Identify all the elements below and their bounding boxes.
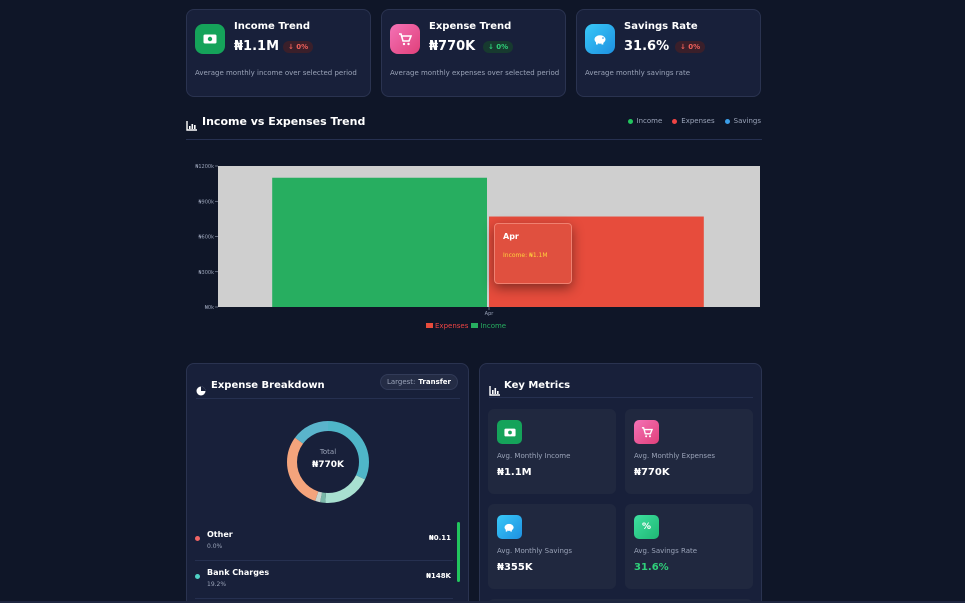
y-tick-label: ₦0k — [205, 305, 214, 311]
legend-label: Savings — [733, 117, 761, 125]
legend-label: Expenses — [435, 322, 469, 330]
chart-tooltip: Apr Income: ₦1.1M — [494, 223, 572, 284]
piggy-bank-icon — [585, 24, 615, 54]
status-badge: ↓ 0% — [283, 41, 314, 53]
status-badge: ↓ 0% — [675, 41, 706, 53]
chart-legend: Expenses Income — [426, 322, 506, 330]
y-tick-label: ₦1200k — [195, 164, 214, 170]
divider — [489, 397, 753, 398]
legend-label: Income — [480, 322, 507, 330]
metric-label: Avg. Monthly Expenses — [634, 452, 716, 460]
stat-title: Expense Trend — [429, 21, 512, 32]
metric-label: Avg. Savings Rate — [634, 547, 698, 555]
metric-value: ₦1.1M — [497, 467, 532, 478]
largest-label: Largest: — [386, 378, 416, 386]
stat-value: ₦1.1M — [234, 39, 280, 54]
donut-total-label: Total — [319, 448, 337, 456]
legend-expenses[interactable]: Expenses — [672, 117, 715, 125]
category-dot — [195, 574, 200, 579]
stat-value: ₦770K — [429, 39, 476, 54]
chart-legend-expenses[interactable]: Expenses — [426, 322, 468, 330]
income-trend-card: Income Trend ₦1.1M ↓ 0% Average monthly … — [186, 9, 371, 97]
income-expenses-bar-chart[interactable]: ₦0k ₦300k ₦600k ₦900k ₦1200k Apr — [186, 160, 766, 325]
x-tick-label: Apr — [485, 311, 495, 317]
cash-icon — [195, 24, 225, 54]
bar-chart-icon — [489, 381, 500, 400]
metric-value: ₦770K — [634, 467, 670, 478]
category-name: Bank Charges — [207, 568, 270, 577]
expense-donut-chart[interactable] — [285, 419, 371, 505]
panel-title: Key Metrics — [504, 380, 571, 391]
key-metrics-panel: Key Metrics Avg. Monthly Income ₦1.1M Av… — [479, 363, 762, 603]
legend-swatch — [426, 323, 433, 328]
chart-icon — [186, 116, 197, 135]
cart-icon — [390, 24, 420, 54]
list-item[interactable]: Other 0.0% ₦0.11 — [195, 530, 459, 564]
stat-title: Savings Rate — [624, 21, 698, 32]
donut-segment[interactable] — [287, 421, 369, 503]
legend-swatch — [471, 323, 479, 328]
donut-segment[interactable] — [287, 421, 369, 503]
legend-income[interactable]: Income — [627, 117, 663, 125]
category-amount: ₦0.11 — [428, 534, 451, 542]
piggy-bank-icon — [497, 515, 522, 539]
expense-breakdown-panel: Expense Breakdown Largest: Transfer Total… — [186, 363, 469, 603]
metric-value: ₦355K — [497, 562, 533, 573]
legend-dot — [627, 118, 633, 124]
metric-avg-savings-rate: % Avg. Savings Rate 31.6% — [625, 504, 753, 589]
divider — [186, 139, 762, 140]
percent-icon: % — [634, 515, 659, 539]
stat-description: Average monthly income over selected per… — [195, 69, 357, 77]
category-name: Other — [207, 530, 233, 539]
panel-title: Expense Breakdown — [211, 380, 325, 391]
tooltip-title: Apr — [503, 232, 519, 241]
tooltip-line: Income: ₦1.1M — [503, 252, 548, 259]
stat-description: Average monthly savings rate — [585, 69, 690, 77]
category-percent: 0.0% — [207, 543, 223, 550]
largest-category-pill: Largest: Transfer — [379, 374, 458, 390]
metric-avg-savings: Avg. Monthly Savings ₦355K — [488, 504, 616, 589]
legend-dot — [724, 118, 730, 124]
divider — [196, 398, 460, 399]
largest-value: Transfer — [418, 378, 451, 386]
cart-icon — [634, 420, 659, 444]
y-tick-label: ₦600k — [198, 235, 214, 241]
stat-title: Income Trend — [234, 21, 311, 32]
y-tick-label: ₦900k — [198, 199, 214, 205]
category-amount: ₦148K — [426, 572, 451, 580]
divider — [195, 560, 453, 561]
expense-trend-card: Expense Trend ₦770K ↓ 0% Average monthly… — [381, 9, 566, 97]
metric-avg-income: Avg. Monthly Income ₦1.1M — [488, 409, 616, 494]
category-dot — [195, 536, 200, 541]
donut-total-value: ₦770K — [311, 460, 345, 470]
chart-legend-income[interactable]: Income — [471, 322, 506, 330]
metric-label: Avg. Monthly Savings — [497, 547, 573, 555]
bottom-divider — [0, 601, 965, 603]
y-tick-label: ₦300k — [198, 270, 214, 276]
scrollbar[interactable] — [457, 522, 460, 582]
divider — [195, 598, 453, 599]
donut-segment[interactable] — [287, 421, 369, 503]
stat-description: Average monthly expenses over selected p… — [390, 69, 560, 77]
cash-icon — [497, 420, 522, 444]
status-badge: ↓ 0% — [483, 41, 514, 53]
trend-legend: Income Expenses Savings — [627, 117, 761, 125]
bar-income — [272, 177, 487, 307]
stat-value: 31.6% — [624, 39, 670, 54]
legend-dot — [672, 118, 678, 124]
legend-savings[interactable]: Savings — [724, 117, 761, 125]
pie-chart-icon — [196, 381, 206, 400]
metric-label: Avg. Monthly Income — [497, 452, 571, 460]
legend-label: Income — [636, 117, 663, 125]
legend-label: Expenses — [681, 117, 715, 125]
metric-value: 31.6% — [634, 562, 669, 573]
savings-rate-card: Savings Rate 31.6% ↓ 0% Average monthly … — [576, 9, 761, 97]
category-percent: 19.2% — [207, 581, 227, 588]
trend-title: Income vs Expenses Trend — [202, 115, 366, 128]
metric-avg-expenses: Avg. Monthly Expenses ₦770K — [625, 409, 753, 494]
list-item[interactable]: Bank Charges 19.2% ₦148K — [195, 568, 459, 602]
